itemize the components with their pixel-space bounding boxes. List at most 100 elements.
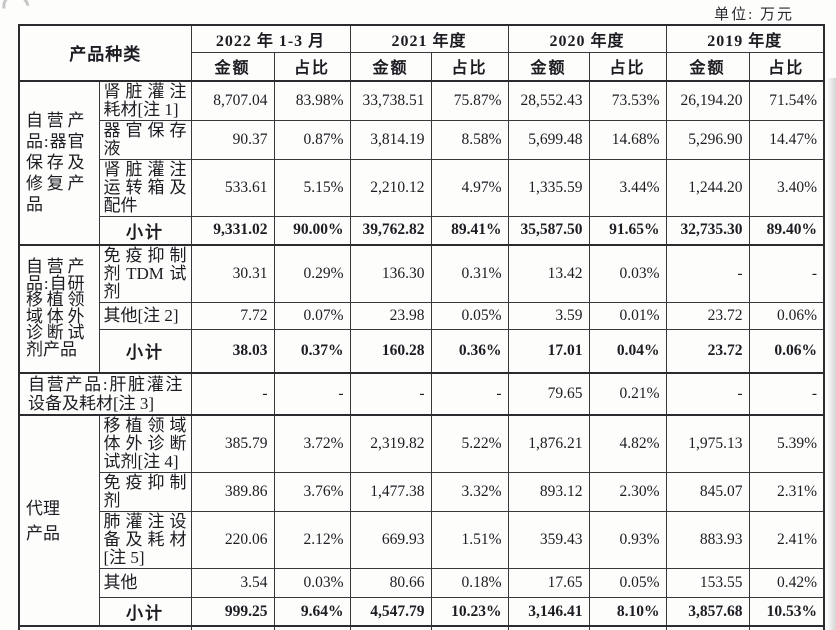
ratio-cell: 2.31% — [748, 472, 825, 512]
amount-cell: - — [665, 243, 750, 303]
ratio-cell: 14.68% — [588, 119, 667, 160]
ratio-cell: 5.15% — [273, 158, 351, 217]
amount-cell: 1,477.38 — [349, 472, 432, 512]
unit-label: 单位: 万元 — [714, 7, 794, 23]
amount-cell: 999.25 — [190, 597, 275, 627]
ratio-cell: 10.23% — [430, 597, 509, 627]
header-ratio-2021: 占比 — [430, 52, 509, 82]
ratio-cell: 0.05% — [588, 568, 667, 598]
amount-cell: 23.98 — [349, 301, 432, 330]
ratio-cell: 0.01% — [588, 301, 667, 330]
amount-cell: 4,547.79 — [349, 597, 432, 627]
ratio-cell: 1.51% — [430, 511, 509, 569]
subtotal-label: 小计 — [98, 215, 192, 245]
header-amount-2021: 金额 — [349, 52, 432, 82]
ratio-cell: 100.00% — [748, 625, 825, 630]
amount-cell: 3,814.19 — [349, 119, 432, 160]
subtotal-row: 小计 999.25 9.64% 4,547.79 10.23% 3,146.41… — [19, 597, 825, 627]
amount-cell: 17.65 — [507, 568, 590, 598]
amount-cell: 44,470.89 — [349, 625, 432, 630]
table-row: 免疫抑制剂 389.86 3.76% 1,477.38 3.32% 893.12… — [19, 472, 825, 512]
table-row: 器官保存液 90.37 0.87% 3,814.19 8.58% 5,699.4… — [19, 119, 825, 160]
amount-cell: 669.93 — [349, 511, 432, 569]
amount-cell: 1,335.59 — [507, 158, 590, 217]
amount-cell: 5,699.48 — [507, 119, 590, 160]
header-amount-2020: 金额 — [507, 52, 590, 82]
header-product-type: 产品种类 — [18, 24, 192, 82]
amount-cell: 385.79 — [190, 414, 275, 473]
amount-cell: 28,552.43 — [507, 80, 590, 121]
ratio-cell: 3.76% — [273, 472, 351, 512]
amount-cell: 136.30 — [349, 243, 432, 303]
row-label: 其他 — [98, 568, 192, 598]
amount-cell: 80.66 — [349, 568, 432, 598]
amount-cell: 23.72 — [665, 328, 750, 374]
ratio-cell: 8.58% — [430, 119, 509, 160]
ratio-cell: 0.06% — [748, 328, 825, 374]
ratio-cell: - — [748, 372, 825, 416]
row-label: 免疫抑制剂 — [98, 472, 192, 512]
ratio-cell: 73.53% — [588, 80, 667, 121]
table-row: 肾脏灌注运转箱及配件 533.61 5.15% 2,210.12 4.97% 1… — [19, 158, 825, 217]
subtotal-row: 小计 9,331.02 90.00% 39,762.82 89.41% 35,5… — [19, 215, 825, 245]
amount-cell: 13.42 — [507, 243, 590, 303]
ratio-cell: - — [273, 372, 351, 416]
table-row: 自营产品:自研移植领域体外诊断试剂产品 免疫抑制剂TDM试剂 30.31 0.2… — [18, 243, 825, 374]
amount-cell: 32,735.30 — [665, 215, 750, 245]
amount-cell: 8,707.04 — [190, 80, 275, 121]
ratio-cell: 8.10% — [588, 597, 667, 627]
table-row: 肺灌注设备及耗材[注 5] 220.06 2.12% 669.93 1.51% … — [19, 511, 825, 569]
ratio-cell: 3.72% — [273, 414, 351, 473]
row-label: 器官保存液 — [98, 119, 192, 160]
grand-total-label: 主营业务收入合计 — [18, 625, 192, 630]
ratio-cell: 0.06% — [748, 301, 825, 330]
ratio-cell: 4.82% — [588, 414, 667, 473]
amount-cell: 893.12 — [507, 472, 590, 512]
header-row-measures: 金额 占比 金额 占比 金额 占比 金额 占比 — [19, 52, 825, 82]
ratio-cell: 0.07% — [273, 301, 351, 330]
amount-cell: 23.72 — [665, 301, 750, 330]
ratio-cell: 0.18% — [430, 568, 509, 598]
amount-cell: 26,194.20 — [665, 80, 750, 121]
table-row: 其他 3.54 0.03% 80.66 0.18% 17.65 0.05% 15… — [19, 568, 825, 598]
header-row-periods: 产品种类 2022 年 1-3 月 2021 年度 2020 年度 2019 年… — [18, 24, 825, 82]
ratio-cell: 0.42% — [748, 568, 825, 598]
table-row: 其他[注 2] 7.72 0.07% 23.98 0.05% 3.59 0.01… — [19, 301, 825, 330]
amount-cell: 90.37 — [190, 119, 275, 160]
amount-cell: 9,331.02 — [190, 215, 275, 245]
amount-cell: 33,738.51 — [349, 80, 432, 121]
header-ratio-2019: 占比 — [748, 52, 825, 82]
amount-cell: 3,857.68 — [665, 597, 750, 627]
ratio-cell: 100.00% — [273, 625, 351, 630]
ratio-cell: 89.41% — [430, 215, 509, 245]
ratio-cell: 0.21% — [588, 372, 667, 416]
ratio-cell: 3.32% — [430, 472, 509, 512]
ratio-cell: 0.87% — [273, 119, 351, 160]
amount-cell: 79.65 — [507, 372, 590, 416]
amount-cell: 359.43 — [507, 511, 590, 569]
header-ratio-2022: 占比 — [273, 52, 351, 82]
header-period-2020: 2020 年度 — [507, 24, 667, 53]
amount-cell: 3,146.41 — [507, 597, 590, 627]
group-label-agency-products: 代理 产品 — [18, 414, 100, 627]
amount-cell: 38,830.57 — [507, 625, 590, 630]
row-label: 其他[注 2] — [98, 301, 192, 330]
amount-cell: 533.61 — [190, 158, 275, 217]
ratio-cell: 91.65% — [588, 215, 667, 245]
amount-cell: 2,210.12 — [349, 158, 432, 217]
ratio-cell: 83.98% — [273, 80, 351, 121]
ratio-cell: 14.47% — [748, 119, 825, 160]
ratio-cell: 90.00% — [273, 215, 351, 245]
ratio-cell: 0.05% — [430, 301, 509, 330]
amount-cell: 38.03 — [190, 328, 275, 374]
row-label: 肾脏灌注耗材[注 1] — [98, 80, 192, 121]
amount-cell: 17.01 — [507, 328, 590, 374]
header-amount-2019: 金额 — [665, 52, 750, 82]
amount-cell: - — [349, 372, 432, 416]
amount-cell: 5,296.90 — [665, 119, 750, 160]
amount-cell: 160.28 — [349, 328, 432, 374]
amount-cell: 389.86 — [190, 472, 275, 512]
ratio-cell: 9.64% — [273, 597, 351, 627]
subtotal-label: 小计 — [98, 597, 192, 627]
ratio-cell: 0.29% — [273, 243, 351, 303]
